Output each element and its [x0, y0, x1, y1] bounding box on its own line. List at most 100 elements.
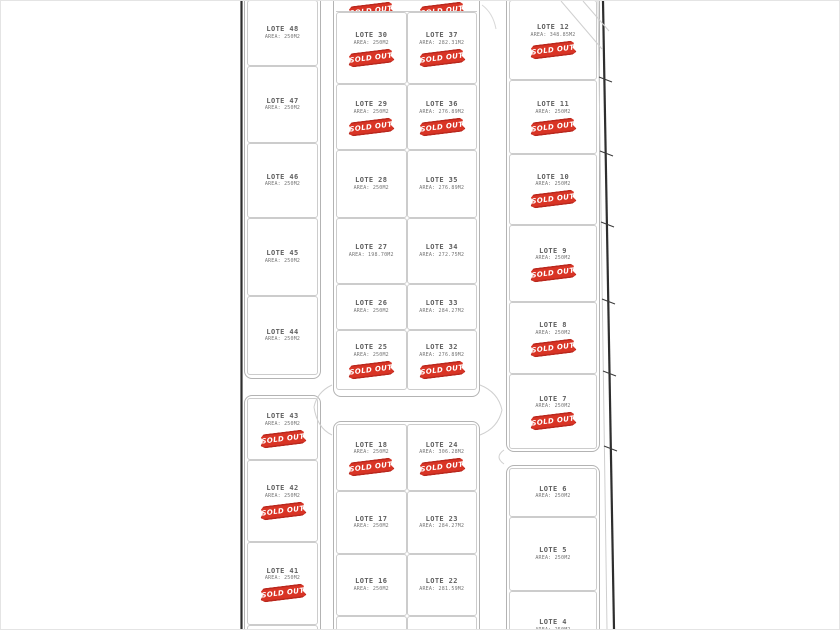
- street-corner-curve-se: [479, 409, 503, 436]
- lot-area: AREA: 250M2: [535, 108, 571, 115]
- left-strip-lower-section: LOTE 43 AREA: 250M2 SOLD OUT LOTE 42 AREA: 2…: [244, 395, 321, 629]
- lot-name: LOTE 34: [425, 243, 458, 252]
- sold-out-stamp: SOLD OUT: [259, 501, 306, 521]
- lot-area: AREA: 250M2: [264, 575, 301, 582]
- lot-name: LOTE 41: [266, 566, 299, 575]
- lot-area: AREA: 250M2: [353, 523, 389, 530]
- sold-out-stamp: SOLD OUT: [348, 48, 395, 68]
- sold-out-stamp-partial: SOLD OUT: [418, 1, 465, 12]
- lot-name: LOTE 36: [425, 100, 458, 109]
- lot-cell: LOTE 32 AREA: 276.89M2 SOLD OUT: [406, 330, 477, 390]
- sold-out-stamp: SOLD OUT: [529, 117, 576, 137]
- lot-cell: LOTE 26 AREA: 250M2: [336, 284, 407, 330]
- lot-cell: LOTE 28 AREA: 250M2: [336, 150, 407, 218]
- lot-name: LOTE 4: [539, 618, 567, 627]
- lot-cell: LOTE 43 AREA: 250M2 SOLD OUT: [247, 398, 318, 460]
- lot-name: LOTE 44: [266, 327, 299, 336]
- lot-name: LOTE 37: [425, 31, 458, 40]
- lot-cell: LOTE 9 AREA: 250M2 SOLD OUT: [509, 225, 597, 302]
- lot-area: AREA: 250M2: [353, 351, 389, 358]
- lot-area: AREA: 282.31M2: [419, 39, 465, 46]
- lot-cell: LOTE 44 AREA: 250M2: [247, 296, 318, 375]
- lot-area: AREA: 276.89M2: [419, 184, 465, 191]
- lot-name: LOTE 22: [425, 577, 458, 586]
- sold-out-stamp: SOLD OUT: [418, 360, 465, 380]
- lot-name: LOTE 28: [355, 176, 388, 185]
- lot-area: AREA: 250M2: [535, 329, 571, 336]
- lot-area: AREA: 250M2: [535, 181, 571, 188]
- lot-area: AREA: 276.89M2: [419, 108, 465, 115]
- lot-cell: LOTE 29 AREA: 250M2 SOLD OUT: [336, 84, 407, 150]
- lot-name: LOTE 30: [355, 31, 388, 40]
- lot-area: AREA: 250M2: [264, 420, 301, 427]
- right-strip-lower-section: LOTE 6 AREA: 250M2 LOTE 5 AREA: 250M2 LOTE 4…: [506, 465, 600, 629]
- lot-name: LOTE 48: [266, 25, 299, 34]
- lot-cell: LOTE 47 AREA: 250M2: [247, 66, 318, 143]
- sold-out-stamp: SOLD OUT: [529, 190, 576, 210]
- lot-area: AREA: 250M2: [353, 108, 389, 115]
- lot-name: LOTE 43: [266, 412, 299, 421]
- right-strip-upper-section: LOTE 12 AREA: 348.85M2 SOLD OUT LOTE 11 AREA…: [506, 1, 600, 452]
- partial-lot-cell: SOLD OUT: [406, 1, 477, 12]
- street-corner-curve-ne: [479, 384, 503, 411]
- lot-cell: LOTE 22 AREA: 281.59M2: [406, 554, 477, 616]
- lot-cell: LOTE 5 AREA: 250M2: [509, 517, 597, 591]
- lot-area: AREA: 250M2: [353, 184, 389, 191]
- lot-area: AREA: 250M2: [264, 181, 301, 188]
- lot-name: LOTE 32: [425, 343, 458, 352]
- lot-area: AREA: 272.75M2: [419, 251, 465, 258]
- lot-area: AREA: 250M2: [535, 493, 571, 500]
- lot-cell: LOTE 24 AREA: 306.28M2 SOLD OUT: [406, 424, 477, 491]
- middle-upper-left-column: SOLD OUT LOTE 30 AREA: 250M2 SOLD OUT LOTE 2…: [336, 1, 407, 394]
- lot-cell: LOTE 11 AREA: 250M2 SOLD OUT: [509, 80, 597, 154]
- lot-area: AREA: 250M2: [264, 33, 301, 40]
- lot-area: AREA: 284.27M2: [419, 307, 465, 314]
- lot-area: AREA: 250M2: [353, 585, 389, 592]
- lot-cell: LOTE 16 AREA: 250M2: [336, 554, 407, 616]
- sold-out-stamp: SOLD OUT: [348, 360, 395, 380]
- lot-area: AREA: 250M2: [264, 105, 301, 112]
- lot-cell: LOTE 36 AREA: 276.89M2 SOLD OUT: [406, 84, 477, 150]
- lot-area: AREA: 276.89M2: [419, 351, 465, 358]
- lot-cell: LOTE 42 AREA: 250M2 SOLD OUT: [247, 460, 318, 542]
- right-boundary-tick-marks: [598, 76, 618, 452]
- middle-block-upper-section: SOLD OUT LOTE 30 AREA: 250M2 SOLD OUT LOTE 2…: [333, 1, 480, 397]
- middle-upper-right-column: SOLD OUT LOTE 37 AREA: 282.31M2 SOLD OUT LOT…: [406, 1, 477, 394]
- lot-area: AREA: 250M2: [353, 39, 389, 46]
- lot-area: AREA: 198.70M2: [348, 251, 394, 258]
- sold-out-stamp: SOLD OUT: [259, 584, 306, 604]
- lot-cell: LOTE 27 AREA: 198.70M2: [336, 218, 407, 284]
- lot-name: LOTE 45: [266, 249, 299, 258]
- lot-area: AREA: 250M2: [264, 492, 301, 499]
- lot-name: LOTE 5: [539, 546, 567, 555]
- lot-name: LOTE 35: [425, 176, 458, 185]
- left-strip-upper-section: LOTE 48 AREA: 250M2 LOTE 47 AREA: 250M2 LOTE…: [244, 1, 321, 379]
- lot-cell: LOTE 10 AREA: 250M2 SOLD OUT: [509, 154, 597, 225]
- lot-cell: LOTE 17 AREA: 250M2: [336, 491, 407, 554]
- lot-name: LOTE 12: [536, 23, 570, 32]
- right-strip-gap-curve: [498, 449, 505, 465]
- lot-cell: LOTE 46 AREA: 250M2: [247, 143, 318, 218]
- lot-cell: LOTE 23 AREA: 284.27M2: [406, 491, 477, 554]
- sold-out-stamp: SOLD OUT: [348, 117, 395, 137]
- sold-out-stamp: SOLD OUT: [348, 458, 395, 478]
- lot-name: LOTE 10: [536, 172, 570, 181]
- lot-name: LOTE 7: [539, 394, 567, 403]
- lot-cell: LOTE 18 AREA: 250M2 SOLD OUT: [336, 424, 407, 491]
- lot-cell: LOTE 25 AREA: 250M2 SOLD OUT: [336, 330, 407, 390]
- sold-out-stamp-partial: SOLD OUT: [348, 1, 395, 12]
- lot-name: LOTE 29: [355, 100, 388, 109]
- lot-name: LOTE 6: [539, 484, 567, 493]
- lot-area: AREA: 250M2: [353, 307, 389, 314]
- lot-cell: LOTE 48 AREA: 250M2: [247, 1, 318, 66]
- lot-cell: LOTE 34 AREA: 272.75M2: [406, 218, 477, 284]
- lot-name: LOTE 27: [355, 243, 388, 252]
- partial-lot-cell: [247, 625, 318, 629]
- lot-area: AREA: 281.59M2: [419, 585, 465, 592]
- lot-area: AREA: 250M2: [535, 403, 571, 410]
- middle-lower-right-column: LOTE 24 AREA: 306.28M2 SOLD OUT LOTE 23 AREA…: [406, 424, 477, 629]
- lot-name: LOTE 23: [425, 514, 458, 523]
- partial-lot-cell: [336, 616, 407, 629]
- lot-cell: LOTE 6 AREA: 250M2: [509, 468, 597, 517]
